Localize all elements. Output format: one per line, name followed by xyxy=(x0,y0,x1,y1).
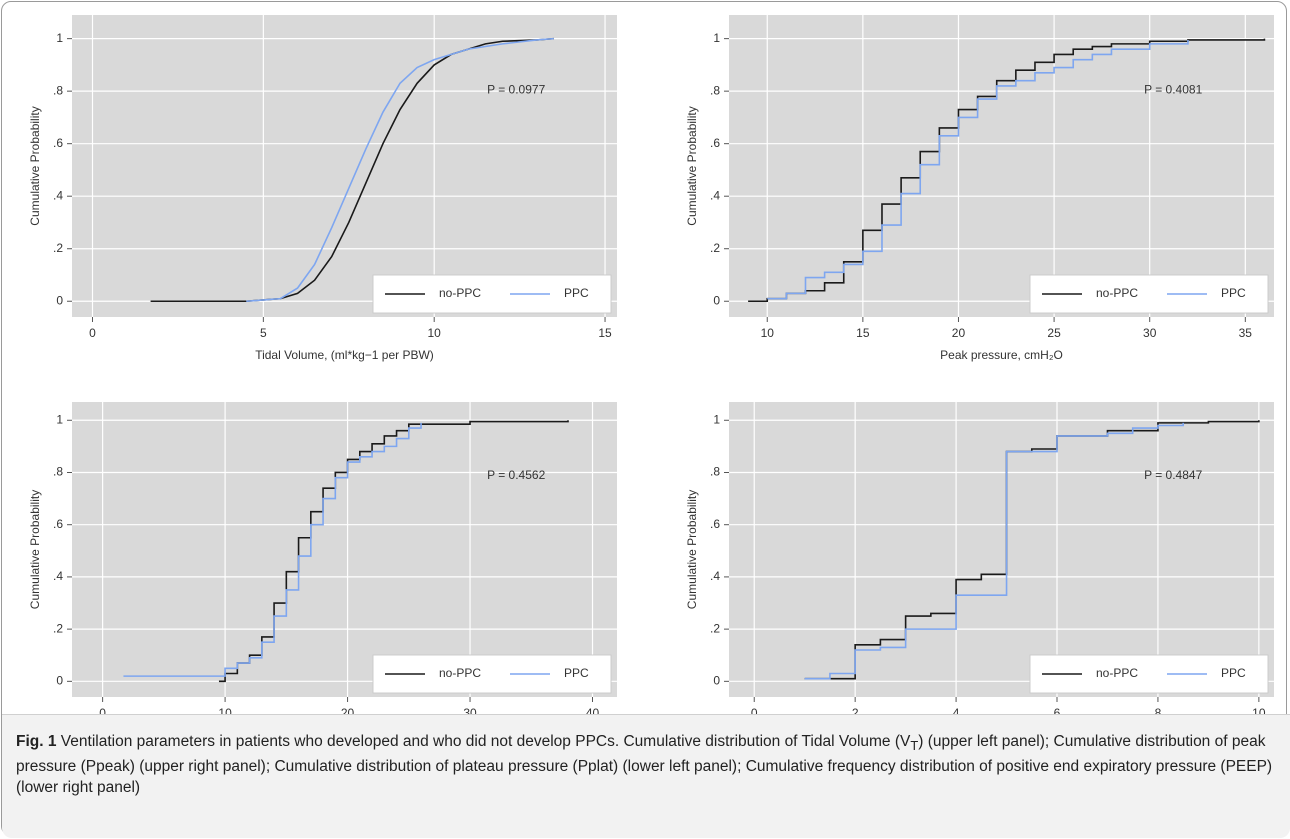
ecdf-line xyxy=(748,38,1266,303)
caption-label: Fig. 1 xyxy=(16,733,57,750)
x-tick-label: 25 xyxy=(1047,326,1061,340)
legend-label: no-PPC xyxy=(439,666,481,680)
y-tick-label: .4 xyxy=(53,569,63,583)
y-tick-label: 0 xyxy=(713,674,720,688)
caption-text: ) (upper left panel); Cumulative distrib… xyxy=(16,733,1273,797)
annotation: P = 0.0977 xyxy=(487,83,545,97)
y-tick-label: 0 xyxy=(56,674,63,688)
caption-text: Ventilation parameters in patients who d… xyxy=(60,733,911,750)
y-tick-label: 0 xyxy=(713,293,720,307)
legend-label: no-PPC xyxy=(439,286,481,300)
x-tick-label: 35 xyxy=(1239,326,1253,340)
x-tick-label: 15 xyxy=(856,326,870,340)
x-tick-label: 10 xyxy=(428,326,442,340)
legend-label: no-PPC xyxy=(1096,666,1138,680)
panel: 0.2.4.6.810246810Positive end-expiratory… xyxy=(685,402,1274,714)
x-tick-label: 0 xyxy=(751,706,758,714)
y-tick-label: .2 xyxy=(710,241,720,255)
plot-area xyxy=(72,15,617,317)
panel: 0.2.4.6.81010203040Plateau pressure, cmH… xyxy=(28,402,617,714)
annotation: P = 0.4847 xyxy=(1144,468,1202,482)
x-tick-label: 8 xyxy=(1155,706,1162,714)
x-tick-label: 40 xyxy=(586,706,600,714)
y-tick-label: .6 xyxy=(53,517,63,531)
y-tick-label: 1 xyxy=(56,31,63,45)
x-tick-label: 20 xyxy=(952,326,966,340)
ecdf-line xyxy=(218,420,569,683)
ecdf-line xyxy=(804,422,1184,680)
legend-label: PPC xyxy=(1221,666,1246,680)
ecdf-line xyxy=(123,422,422,677)
ecdf-line xyxy=(246,37,554,303)
y-tick-label: .2 xyxy=(53,241,63,255)
y-tick-label: .6 xyxy=(710,517,720,531)
x-tick-label: 0 xyxy=(99,706,106,714)
x-tick-label: 15 xyxy=(598,326,612,340)
x-tick-label: 2 xyxy=(852,706,859,714)
caption-subscript: T xyxy=(910,738,919,754)
x-axis-label: Tidal Volume, (ml*kg−1 per PBW) xyxy=(255,348,434,362)
x-tick-label: 6 xyxy=(1054,706,1061,714)
caption: Fig. 1 Ventilation parameters in patient… xyxy=(2,714,1290,838)
x-tick-label: 10 xyxy=(1252,706,1266,714)
x-axis-label: Peak pressure, cmH₂O xyxy=(940,348,1063,362)
y-tick-label: .2 xyxy=(53,621,63,635)
y-axis-label: Cumulative Probability xyxy=(28,490,42,609)
y-axis-label: Cumulative Probability xyxy=(28,106,42,225)
y-axis-label: Cumulative Probability xyxy=(685,106,699,225)
x-tick-label: 10 xyxy=(761,326,775,340)
x-tick-label: 0 xyxy=(89,326,96,340)
panel: 0 .2 .4 .6 .8 1 10 15 20 25 30 35 Peak pressure, cmH… xyxy=(685,15,1274,362)
x-tick-label: 20 xyxy=(341,706,355,714)
y-tick-label: .8 xyxy=(53,465,63,479)
annotation: P = 0.4562 xyxy=(487,468,545,482)
legend-label: no-PPC xyxy=(1096,286,1138,300)
plot-area xyxy=(729,15,1274,317)
ecdf-line xyxy=(767,39,1189,300)
legend-label: PPC xyxy=(564,666,589,680)
y-tick-label: .2 xyxy=(710,621,720,635)
plot-area xyxy=(72,402,617,697)
y-tick-label: .4 xyxy=(710,569,720,583)
x-tick-label: 5 xyxy=(260,326,267,340)
x-tick-label: 10 xyxy=(218,706,232,714)
plot-area xyxy=(729,402,1274,697)
x-tick-label: 30 xyxy=(463,706,477,714)
y-tick-label: .4 xyxy=(53,188,63,202)
y-tick-label: .8 xyxy=(53,83,63,97)
y-tick-label: 1 xyxy=(56,412,63,426)
y-tick-label: .6 xyxy=(710,136,720,150)
y-tick-label: .6 xyxy=(53,136,63,150)
y-axis-label: Cumulative Probability xyxy=(685,490,699,609)
y-tick-label: .8 xyxy=(710,465,720,479)
y-tick-label: 0 xyxy=(56,293,63,307)
x-tick-label: 4 xyxy=(953,706,960,714)
x-tick-label: 30 xyxy=(1143,326,1157,340)
y-tick-label: 1 xyxy=(713,412,720,426)
annotation: P = 0.4081 xyxy=(1144,83,1202,97)
y-tick-label: 1 xyxy=(713,31,720,45)
y-tick-label: .8 xyxy=(710,83,720,97)
legend-label: PPC xyxy=(564,286,589,300)
y-tick-label: .4 xyxy=(710,188,720,202)
legend-label: PPC xyxy=(1221,286,1246,300)
